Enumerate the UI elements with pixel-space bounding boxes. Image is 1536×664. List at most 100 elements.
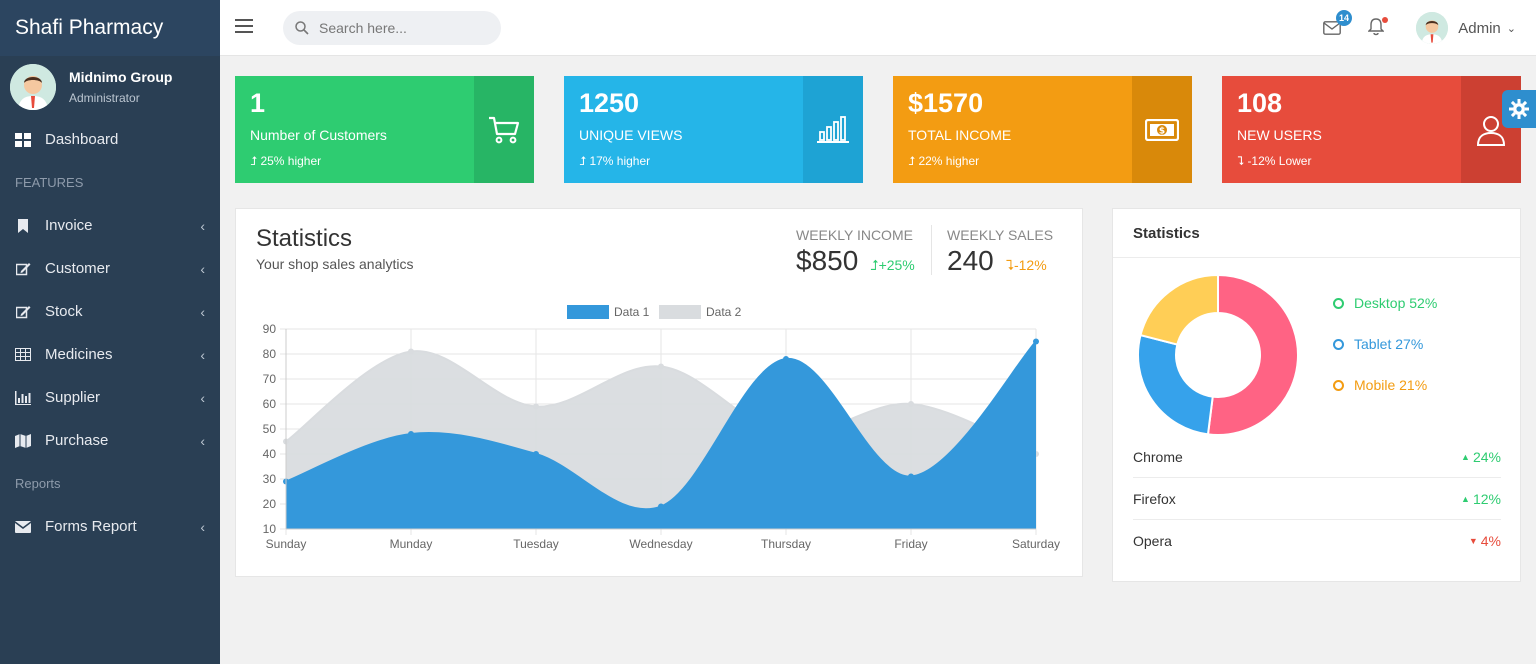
mail-badge: 14	[1336, 10, 1352, 26]
sidebar-item-label: Purchase	[45, 432, 109, 449]
notifications-button[interactable]	[1367, 17, 1388, 38]
cart-icon	[489, 116, 520, 143]
kpi-delta: ⮧ -12% Lower	[1237, 154, 1312, 168]
chevron-left-icon: ‹	[200, 518, 205, 535]
y-tick-label: 90	[263, 322, 277, 336]
sidebar-item-label: Customer	[45, 260, 111, 277]
kpi-value: 108	[1237, 88, 1283, 118]
data-point	[658, 363, 664, 370]
kpi-card-new-users[interactable]: 108 NEW USERS ⮧ -12% Lower	[1222, 76, 1521, 183]
profile-role: Administrator	[69, 91, 140, 105]
y-tick-label: 20	[263, 497, 277, 511]
map-icon	[15, 433, 31, 449]
browser-delta: ▼ 4%	[1468, 533, 1501, 549]
kpi-card-income[interactable]: $1570 TOTAL INCOME ⮥ 22% higher $	[893, 76, 1192, 183]
sidebar-nav: Dashboard FEATURES Invoice ‹ Customer ‹ …	[0, 118, 220, 548]
bell-icon	[1367, 18, 1385, 36]
browser-delta: ▲ 24%	[1461, 448, 1501, 465]
x-tick-label: Saturday	[1012, 537, 1060, 551]
legend-swatch	[567, 305, 609, 319]
search-input[interactable]	[319, 20, 489, 36]
dashboard-icon	[15, 132, 31, 148]
side-statistics-panel: Statistics Desktop 52% Tablet 27% Mobile…	[1112, 208, 1521, 582]
y-tick-label: 30	[263, 472, 277, 486]
y-tick-label: 40	[263, 447, 277, 461]
x-tick-label: Wednesday	[629, 537, 692, 551]
kpi-label: Number of Customers	[250, 127, 387, 143]
svg-text:$: $	[1159, 126, 1165, 136]
profile-name: Midnimo Group	[69, 69, 173, 85]
bookmark-icon	[15, 218, 31, 234]
donut-chart	[1137, 273, 1299, 436]
sidebar-item-medicines[interactable]: Medicines ‹	[0, 333, 220, 376]
gear-icon	[1509, 99, 1529, 119]
sidebar-item-invoice[interactable]: Invoice ‹	[0, 204, 220, 247]
settings-toggle[interactable]	[1502, 90, 1536, 128]
legend-swatch	[659, 305, 701, 319]
weekly-sales-value: 240	[947, 245, 994, 276]
kpi-value: 1250	[579, 88, 640, 118]
legend-label: Data 2	[706, 305, 742, 319]
y-tick-label: 80	[263, 347, 277, 361]
kpi-icon-box	[474, 76, 534, 183]
sidebar-item-label: Supplier	[45, 389, 101, 406]
browser-name: Firefox	[1133, 490, 1176, 507]
kpi-icon-box	[803, 76, 863, 183]
panel-subtitle: Your shop sales analytics	[256, 256, 414, 272]
browser-delta: ▲ 12%	[1461, 490, 1501, 507]
arrow-up-icon: ⮥	[579, 154, 587, 168]
caret-up-icon: ▲	[1461, 493, 1470, 504]
money-icon: $	[1145, 118, 1179, 141]
sidebar-item-label: Forms Report	[45, 518, 137, 535]
sidebar-item-label: Stock	[45, 303, 83, 320]
sidebar-item-purchase[interactable]: Purchase ‹	[0, 419, 220, 462]
arrow-up-icon: ⮥	[870, 257, 879, 273]
series-line-1	[285, 340, 1037, 511]
chevron-left-icon: ‹	[200, 432, 205, 449]
sidebar-item-stock[interactable]: Stock ‹	[0, 290, 220, 333]
arrow-up-icon: ⮥	[908, 154, 916, 168]
avatar	[1416, 12, 1449, 44]
sidebar-item-dashboard[interactable]: Dashboard	[0, 118, 220, 161]
sidebar-item-supplier[interactable]: Supplier ‹	[0, 376, 220, 419]
donut-slice-2	[1137, 333, 1214, 436]
sidebar-item-forms-report[interactable]: Forms Report ‹	[0, 505, 220, 548]
y-tick-label: 10	[263, 522, 277, 536]
kpi-card-customers[interactable]: 1 Number of Customers ⮥ 25% higher	[235, 76, 534, 183]
sidebar: Shafi Pharmacy Midnimo Group Administrat…	[0, 0, 220, 664]
kpi-label: UNIQUE VIEWS	[579, 127, 683, 143]
weekly-income-value: $850	[796, 245, 859, 276]
x-tick-label: Sunday	[266, 537, 307, 551]
x-tick-label: Munday	[390, 537, 433, 551]
data-point	[1033, 338, 1039, 345]
data-point	[908, 401, 914, 407]
list-item: Chrome ▲ 24%	[1133, 436, 1501, 478]
weekly-income-delta: ⮥+25%	[870, 257, 915, 273]
brand-title[interactable]: Shafi Pharmacy	[0, 0, 220, 56]
mail-button[interactable]: 14	[1323, 10, 1352, 38]
list-item: Opera ▼ 4%	[1133, 520, 1501, 562]
browser-name: Opera	[1133, 533, 1172, 549]
user-menu[interactable]: Admin ⌄	[1416, 12, 1516, 44]
user-icon	[1476, 115, 1506, 146]
menu-toggle-icon[interactable]	[235, 19, 253, 33]
table-icon	[15, 347, 31, 363]
search-icon	[295, 21, 309, 35]
browser-name: Chrome	[1133, 448, 1183, 465]
edit-icon	[15, 261, 31, 277]
weekly-income: WEEKLY INCOME $850 ⮥+25%	[796, 227, 915, 277]
y-tick-label: 50	[263, 422, 277, 436]
edit-icon	[15, 304, 31, 320]
caret-up-icon: ▲	[1461, 451, 1470, 462]
kpi-card-views[interactable]: 1250 UNIQUE VIEWS ⮥ 17% higher	[564, 76, 863, 183]
donut-slice-1	[1206, 273, 1299, 436]
chevron-left-icon: ‹	[200, 346, 205, 363]
y-tick-label: 70	[263, 372, 277, 386]
divider	[931, 225, 932, 275]
data-point	[408, 348, 414, 355]
data-point	[533, 451, 539, 457]
kpi-label: TOTAL INCOME	[908, 127, 1012, 143]
kpi-delta: ⮥ 17% higher	[579, 154, 651, 168]
sidebar-item-customer[interactable]: Customer ‹	[0, 247, 220, 290]
circle-icon	[1333, 338, 1344, 350]
